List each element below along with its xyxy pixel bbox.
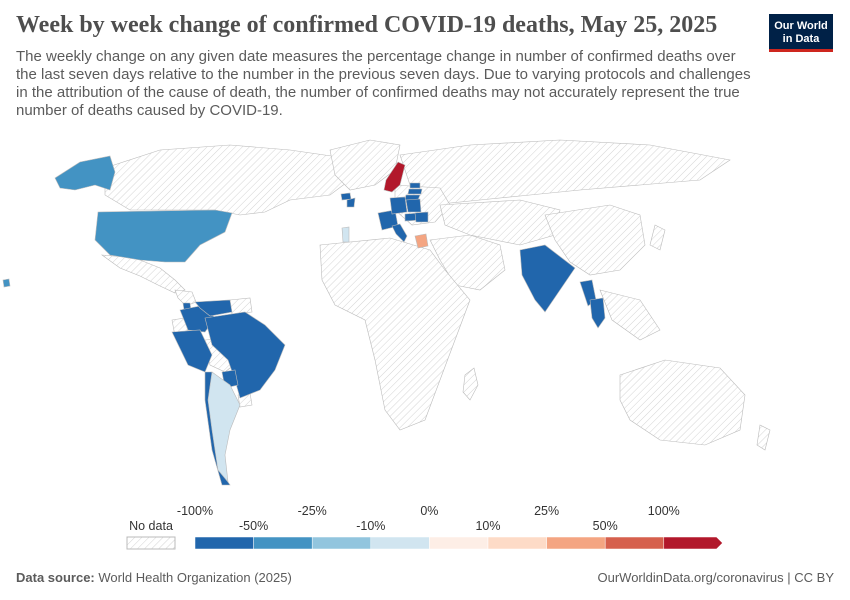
country-thailand[interactable] bbox=[589, 297, 606, 329]
country-middle-east[interactable] bbox=[429, 234, 506, 291]
source-label: Data source: bbox=[16, 570, 95, 585]
country-se-asia[interactable] bbox=[599, 289, 661, 341]
country-central-america[interactable] bbox=[174, 289, 197, 307]
footer-source: Data source: World Health Organization (… bbox=[16, 570, 292, 585]
legend-top-label: -25% bbox=[298, 504, 327, 518]
legend-bin-2[interactable] bbox=[311, 536, 372, 550]
country-guianas[interactable] bbox=[229, 297, 253, 315]
legend-top-label: -100% bbox=[177, 504, 213, 518]
country-hawaii-united-states[interactable] bbox=[2, 278, 11, 288]
legend-no-data-swatch[interactable] bbox=[126, 536, 176, 550]
legend-bin-7[interactable] bbox=[604, 536, 665, 550]
country-alaska-united-states[interactable] bbox=[54, 155, 116, 191]
legend-top-label: 25% bbox=[534, 504, 559, 518]
chart-subtitle: The weekly change on any given date meas… bbox=[16, 48, 751, 119]
country-ireland[interactable] bbox=[346, 197, 356, 208]
legend-bin-5[interactable] bbox=[487, 536, 547, 550]
legend-bottom-label: 10% bbox=[475, 519, 500, 533]
country-estonia[interactable] bbox=[409, 182, 421, 189]
logo-line-2: in Data bbox=[782, 33, 820, 45]
country-india[interactable] bbox=[519, 244, 576, 313]
country-peru[interactable] bbox=[171, 329, 213, 373]
country-united-states[interactable] bbox=[94, 209, 233, 263]
owid-logo[interactable]: Our World in Data bbox=[769, 14, 833, 52]
country-iceland[interactable] bbox=[340, 192, 352, 201]
country-argentina[interactable] bbox=[207, 371, 241, 483]
country-central-asia[interactable] bbox=[439, 199, 561, 246]
country-romania[interactable] bbox=[414, 211, 429, 223]
logo-line-1: Our World bbox=[774, 20, 828, 32]
country-africa[interactable] bbox=[319, 237, 471, 431]
country-sweden[interactable] bbox=[383, 161, 406, 193]
country-venezuela[interactable] bbox=[194, 299, 233, 317]
country-germany[interactable] bbox=[389, 196, 408, 215]
legend-bottom-label: 50% bbox=[593, 519, 618, 533]
country-greenland[interactable] bbox=[329, 139, 401, 191]
footer-url[interactable]: OurWorldinData.org/coronavirus | CC BY bbox=[597, 570, 834, 585]
country-brazil[interactable] bbox=[204, 311, 286, 399]
country-madagascar[interactable] bbox=[462, 367, 479, 401]
chart-title: Week by week change of confirmed COVID-1… bbox=[16, 12, 718, 38]
legend-bin-6[interactable] bbox=[546, 536, 606, 550]
legend-bin-3[interactable] bbox=[370, 536, 430, 550]
legend-bin-8[interactable] bbox=[663, 536, 723, 550]
country-latvia[interactable] bbox=[407, 188, 423, 195]
country-russia[interactable] bbox=[399, 139, 731, 206]
legend-bin-1[interactable] bbox=[253, 536, 313, 550]
legend-bottom-label: -50% bbox=[239, 519, 268, 533]
legend-top-label: 100% bbox=[648, 504, 680, 518]
country-portugal[interactable] bbox=[341, 226, 350, 243]
legend-bin-4[interactable] bbox=[429, 536, 489, 550]
legend-bin-0[interactable] bbox=[194, 536, 254, 550]
country-poland[interactable] bbox=[405, 198, 422, 213]
legend-bottom-label: -10% bbox=[356, 519, 385, 533]
country-canada[interactable] bbox=[104, 144, 351, 216]
legend-top-label: 0% bbox=[420, 504, 438, 518]
country-australia[interactable] bbox=[619, 359, 746, 446]
country-italy[interactable] bbox=[391, 223, 408, 243]
country-new-zealand[interactable] bbox=[756, 424, 771, 451]
legend-no-data-label: No data bbox=[129, 519, 173, 533]
country-china[interactable] bbox=[544, 204, 646, 276]
source-value[interactable]: World Health Organization (2025) bbox=[98, 570, 292, 585]
country-japan[interactable] bbox=[649, 224, 666, 251]
country-greece[interactable] bbox=[414, 233, 429, 249]
